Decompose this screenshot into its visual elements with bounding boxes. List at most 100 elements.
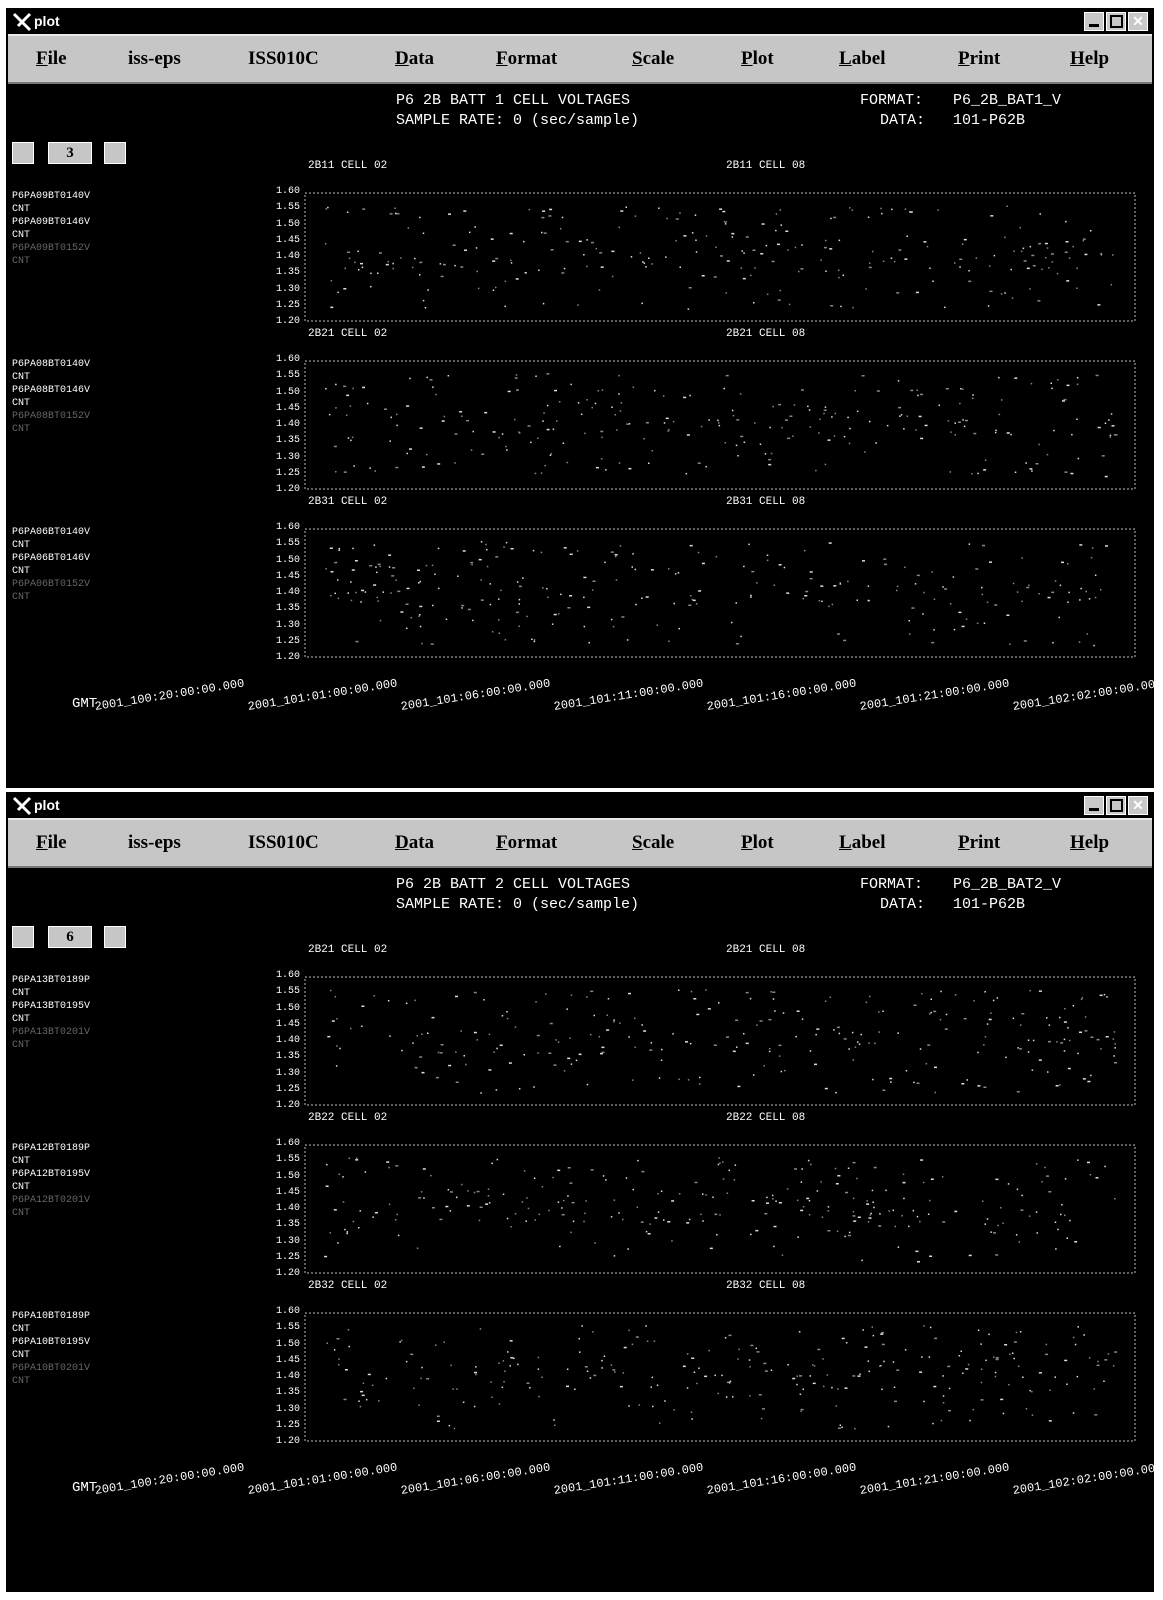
- data-point: [788, 303, 791, 306]
- page-next-button[interactable]: [104, 926, 126, 948]
- menu-file[interactable]: File: [36, 48, 67, 69]
- data-point: [389, 213, 393, 215]
- menu-iss010c[interactable]: ISS010C: [248, 832, 319, 853]
- data-point: [869, 1214, 872, 1216]
- menu-help[interactable]: Help: [1070, 48, 1110, 69]
- menu-format[interactable]: Format: [496, 48, 558, 69]
- minimize-icon[interactable]: [1084, 12, 1104, 31]
- data-point: [1004, 292, 1006, 294]
- data-point: [980, 1399, 984, 1401]
- data-point: [995, 429, 997, 432]
- page-next-button[interactable]: [104, 142, 126, 164]
- data-point: [560, 593, 562, 596]
- data-point: [486, 548, 488, 551]
- data-point: [1020, 250, 1023, 253]
- menu-iss-eps[interactable]: iss-eps: [128, 832, 181, 853]
- data-point: [743, 252, 745, 254]
- data-point: [343, 385, 347, 388]
- data-point: [760, 1417, 763, 1420]
- menu-label[interactable]: Label: [839, 832, 886, 853]
- title-bar[interactable]: plot ✕: [8, 794, 1152, 818]
- data-point: [603, 1355, 606, 1357]
- minimize-icon[interactable]: [1084, 796, 1104, 815]
- data-point: [425, 564, 428, 567]
- data-point: [462, 550, 466, 552]
- data-point: [688, 287, 692, 289]
- data-point: [1099, 994, 1103, 997]
- data-point: [659, 1422, 661, 1424]
- data-point: [580, 413, 583, 415]
- page-prev-button[interactable]: [12, 142, 34, 164]
- data-point: [688, 604, 692, 606]
- data-point: [881, 1388, 883, 1391]
- menu-data[interactable]: Data: [395, 48, 435, 69]
- data-point: [928, 1013, 931, 1015]
- data-point: [410, 617, 413, 619]
- data-point: [406, 452, 408, 455]
- data-point: [571, 1201, 575, 1204]
- menu-data[interactable]: Data: [395, 832, 435, 853]
- data-point: [867, 599, 870, 602]
- close-icon[interactable]: ✕: [1128, 796, 1148, 815]
- data-point: [546, 404, 549, 407]
- data-point: [691, 1357, 695, 1359]
- data-point: [975, 257, 978, 259]
- data-point: [389, 1035, 391, 1037]
- data-point: [355, 591, 357, 594]
- data-point: [725, 374, 729, 377]
- data-point: [1096, 1038, 1100, 1041]
- data-point: [352, 547, 354, 550]
- channel-label: CNT: [12, 566, 31, 577]
- menu-file[interactable]: File: [36, 832, 67, 853]
- data-point: [589, 1377, 592, 1379]
- data-point: [766, 1202, 769, 1204]
- channel-label: P6PA08BT0140V: [12, 359, 91, 370]
- data-point: [1023, 640, 1027, 642]
- data-point: [963, 1017, 967, 1020]
- data-point: [349, 405, 352, 407]
- data-point: [394, 207, 396, 209]
- menu-plot[interactable]: Plot: [741, 48, 774, 69]
- channel-label: CNT: [12, 230, 31, 241]
- data-point: [492, 260, 496, 262]
- menu-label[interactable]: Label: [839, 48, 886, 69]
- data-point: [548, 1209, 550, 1212]
- data-point: [1023, 260, 1027, 262]
- menu-format[interactable]: Format: [496, 832, 558, 853]
- maximize-icon[interactable]: [1106, 796, 1126, 815]
- data-point: [538, 1213, 541, 1216]
- data-point: [501, 433, 504, 435]
- data-point: [971, 397, 974, 399]
- menu-print[interactable]: Print: [958, 832, 1001, 853]
- menu-help[interactable]: Help: [1070, 832, 1110, 853]
- data-point: [983, 1086, 987, 1088]
- menu-scale[interactable]: Scale: [632, 48, 675, 69]
- data-point: [689, 394, 691, 397]
- data-point: [766, 1196, 768, 1199]
- close-icon[interactable]: ✕: [1128, 12, 1148, 31]
- data-point: [968, 543, 971, 545]
- data-point: [1076, 418, 1078, 420]
- data-point: [858, 1043, 861, 1045]
- data-point: [498, 1403, 501, 1405]
- menu-scale[interactable]: Scale: [632, 832, 675, 853]
- data-point: [563, 547, 567, 549]
- data-point: [454, 433, 458, 435]
- menu-plot[interactable]: Plot: [741, 832, 774, 853]
- menu-iss010c[interactable]: ISS010C: [248, 48, 319, 69]
- data-point: [600, 1052, 603, 1055]
- title-bar[interactable]: plot ✕: [8, 10, 1152, 34]
- data-point: [518, 431, 520, 433]
- menu-iss-eps[interactable]: iss-eps: [128, 48, 181, 69]
- data-point: [920, 437, 924, 440]
- data-point: [361, 1005, 365, 1007]
- data-point: [823, 1385, 825, 1388]
- data-point: [857, 1216, 861, 1218]
- data-point: [1082, 238, 1086, 240]
- data-point: [916, 574, 920, 577]
- menu-print[interactable]: Print: [958, 48, 1001, 69]
- data-point: [406, 405, 410, 407]
- maximize-icon[interactable]: [1106, 12, 1126, 31]
- data-point: [1048, 267, 1050, 269]
- page-prev-button[interactable]: [12, 926, 34, 948]
